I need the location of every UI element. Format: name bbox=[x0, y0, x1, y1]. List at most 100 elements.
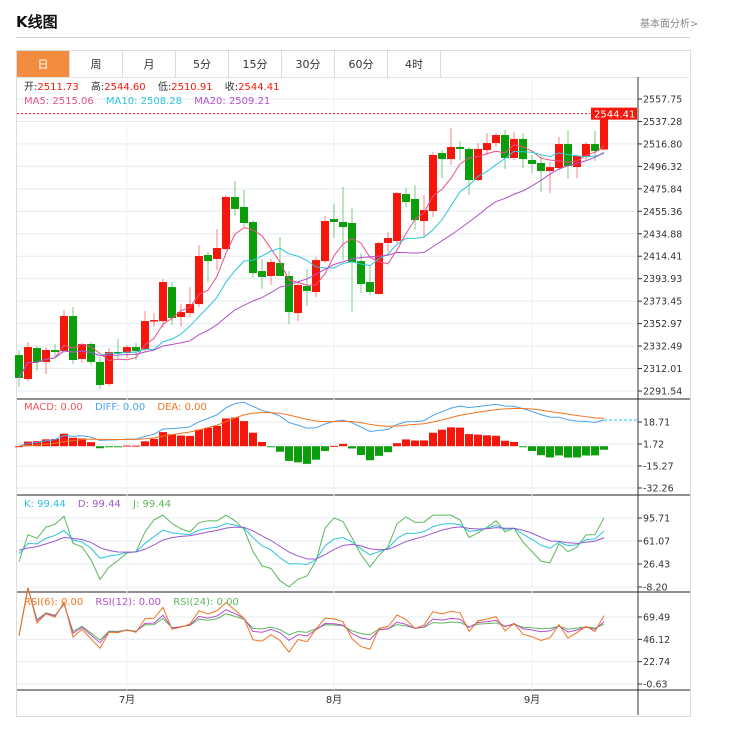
price-tick-label: 2537.28 bbox=[643, 117, 682, 128]
macd-bar bbox=[546, 446, 554, 458]
macd-bar bbox=[231, 417, 239, 447]
macd-bar bbox=[87, 442, 95, 447]
macd-bar bbox=[240, 421, 248, 447]
price-tick-label: 2475.84 bbox=[643, 184, 682, 195]
candle-down bbox=[285, 275, 293, 313]
macd-bar bbox=[213, 425, 221, 447]
price-tick-label: 2455.36 bbox=[643, 207, 682, 218]
candle-up bbox=[483, 143, 491, 151]
macd-bar bbox=[366, 446, 374, 461]
price-tick-label: 2332.49 bbox=[643, 342, 682, 353]
j-line bbox=[18, 514, 605, 588]
macd-legend: MACD: 0.00 DIFF: 0.00 DEA: 0.00 bbox=[24, 402, 216, 414]
price-tick-label: 2516.80 bbox=[643, 139, 682, 150]
candle-up bbox=[312, 260, 320, 292]
candle-up bbox=[60, 316, 68, 352]
macd-bar bbox=[447, 427, 455, 447]
macd-tick-label: -15.27 bbox=[643, 462, 674, 473]
kdj-legend-d: D: 99.44 bbox=[77, 499, 121, 510]
candle-down bbox=[240, 206, 248, 224]
candle-down bbox=[501, 135, 509, 158]
macd-bar bbox=[456, 427, 464, 447]
tab-4h[interactable]: 4时 bbox=[388, 51, 441, 77]
tab-5min[interactable]: 5分 bbox=[176, 51, 229, 77]
ma20-line bbox=[18, 152, 605, 379]
macd-bar bbox=[249, 432, 257, 447]
macd-bar bbox=[60, 433, 68, 447]
macd-bar bbox=[564, 446, 572, 458]
ma5-legend: MA5: 2515.06 bbox=[24, 96, 94, 107]
macd-bar bbox=[510, 441, 518, 447]
rsi6-line bbox=[18, 587, 605, 653]
tab-day[interactable]: 日 bbox=[17, 51, 70, 77]
macd-bar bbox=[591, 446, 599, 456]
candle-up bbox=[420, 210, 428, 222]
candle-up bbox=[141, 321, 149, 350]
tab-60min[interactable]: 60分 bbox=[335, 51, 388, 77]
macd-bar bbox=[465, 434, 473, 447]
ma10-line bbox=[18, 150, 605, 379]
macd-tick-label: 18.71 bbox=[643, 418, 670, 429]
tab-month[interactable]: 月 bbox=[123, 51, 176, 77]
macd-bar bbox=[177, 435, 185, 447]
tab-week[interactable]: 周 bbox=[70, 51, 123, 77]
candle-down bbox=[357, 261, 365, 284]
macd-bar bbox=[411, 440, 419, 447]
tab-30min[interactable]: 30分 bbox=[282, 51, 335, 77]
candle-up bbox=[384, 238, 392, 243]
macd-bar bbox=[222, 418, 230, 447]
period-tabs: 日 周 月 5分 15分 30分 60分 4时 bbox=[17, 51, 689, 78]
ma20-legend: MA20: 2509.21 bbox=[194, 96, 271, 107]
candle-down bbox=[411, 198, 419, 221]
k-line bbox=[18, 523, 605, 566]
candle-up bbox=[42, 350, 50, 362]
macd-bar bbox=[294, 446, 302, 463]
macd-bar bbox=[573, 446, 581, 458]
tab-15min[interactable]: 15分 bbox=[229, 51, 282, 77]
candle-down bbox=[519, 138, 527, 160]
macd-bar bbox=[141, 441, 149, 447]
candle-up bbox=[186, 304, 194, 314]
kdj-legend: K: 99.44 D: 99.44 J: 99.44 bbox=[24, 499, 180, 511]
candle-up bbox=[267, 262, 275, 276]
open-label: 开: bbox=[24, 82, 38, 93]
price-tick-label: 2557.75 bbox=[643, 95, 682, 106]
kdj-tick-label: 95.71 bbox=[643, 514, 670, 525]
d-line bbox=[18, 526, 605, 560]
candle-up bbox=[177, 312, 185, 318]
candle-down bbox=[591, 144, 599, 152]
candle-down bbox=[276, 263, 284, 276]
candle-up bbox=[195, 256, 203, 305]
rsi-tick-label: 46.12 bbox=[643, 635, 670, 646]
last-price-badge bbox=[591, 107, 637, 120]
macd-legend-macd: MACD: 0.00 bbox=[24, 402, 83, 413]
macd-bar bbox=[483, 435, 491, 447]
kdj-legend-k: K: 99.44 bbox=[24, 499, 66, 510]
fundamental-analysis-link[interactable]: 基本面分析> bbox=[640, 19, 699, 30]
macd-bar bbox=[96, 446, 104, 449]
price-tick-label: 2414.41 bbox=[643, 252, 682, 263]
open-value: 2511.73 bbox=[37, 82, 79, 93]
candle-down bbox=[69, 316, 77, 361]
macd-bar bbox=[114, 446, 122, 448]
macd-bar bbox=[384, 446, 392, 453]
macd-bar bbox=[132, 445, 140, 447]
macd-bar bbox=[24, 441, 32, 447]
divider bbox=[16, 37, 690, 38]
candle-up bbox=[429, 154, 437, 212]
macd-bar bbox=[321, 446, 329, 451]
rsi-tick-label: -0.63 bbox=[643, 680, 668, 691]
candle-up bbox=[222, 197, 230, 249]
x-axis-label: 8月 bbox=[326, 694, 342, 706]
low-value: 2510.91 bbox=[171, 82, 213, 93]
price-tick-label: 2352.97 bbox=[643, 319, 682, 330]
rsi24-line bbox=[18, 587, 605, 641]
macd-bar bbox=[519, 446, 527, 448]
high-label: 高: bbox=[90, 82, 105, 93]
kdj-tick-label: 61.07 bbox=[643, 537, 670, 548]
macd-bar bbox=[69, 437, 77, 447]
macd-bar bbox=[276, 446, 284, 452]
macd-bar bbox=[78, 438, 86, 447]
price-tick-label: 2496.32 bbox=[643, 162, 682, 173]
